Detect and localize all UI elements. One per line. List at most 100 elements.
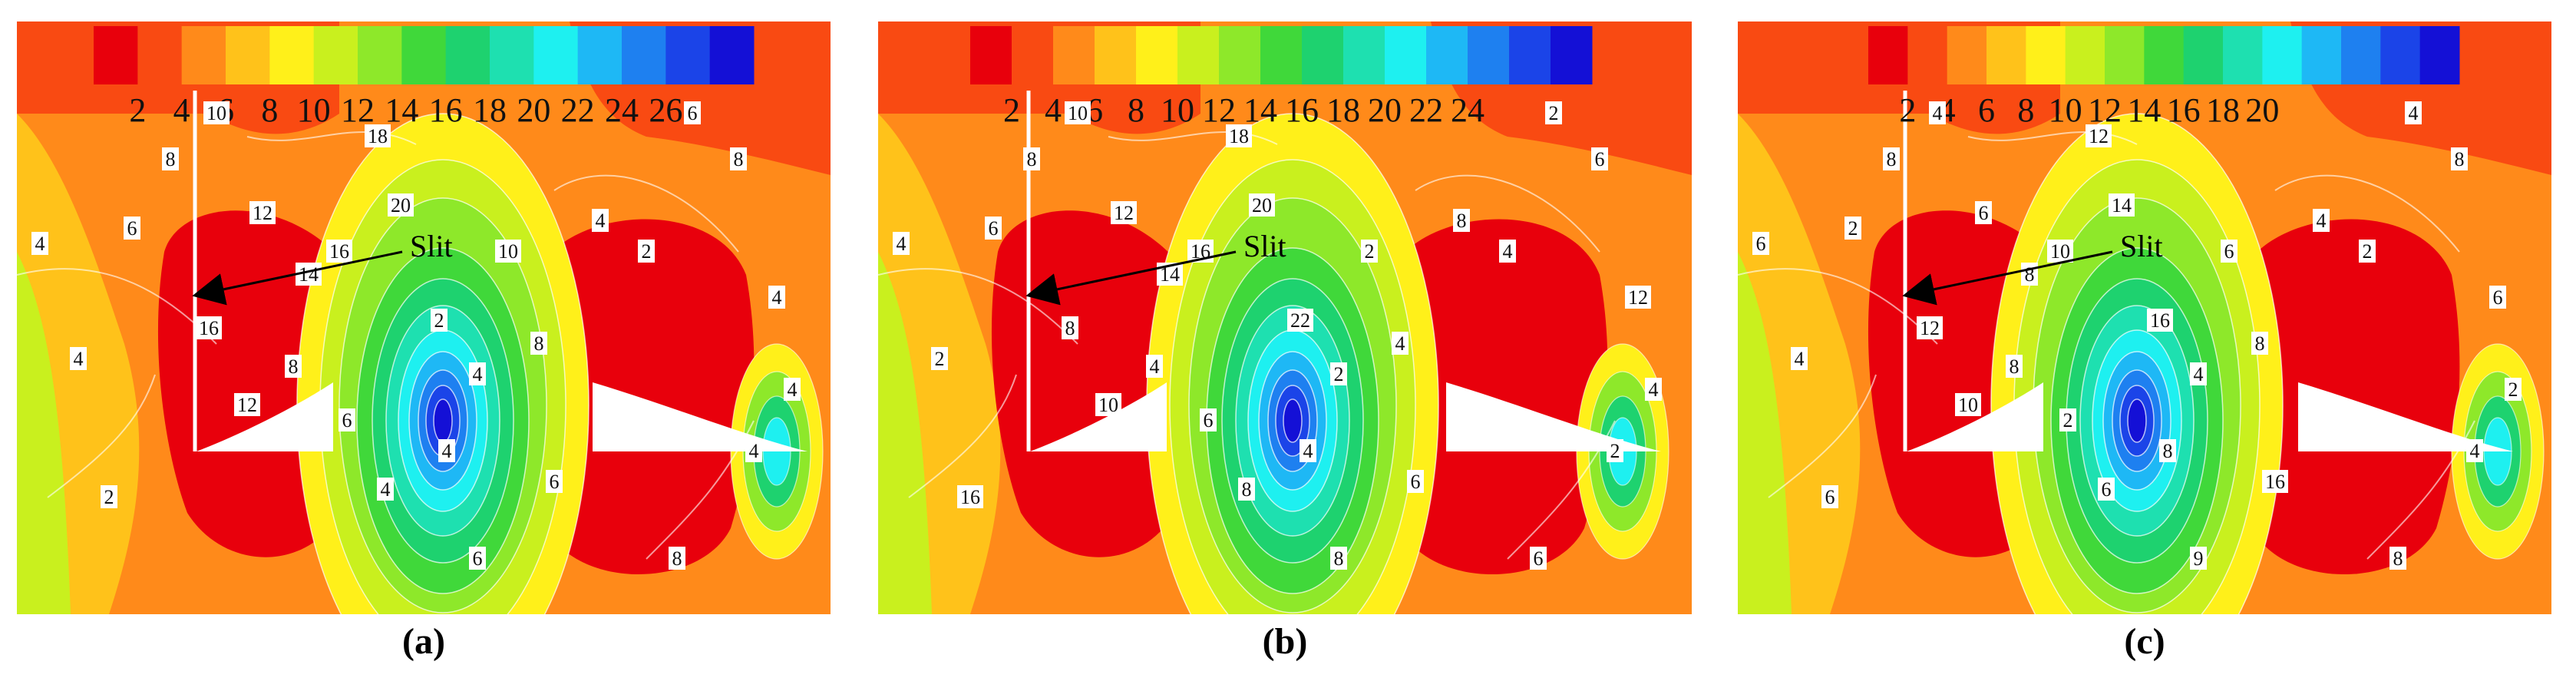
contour-label-text: 4 — [2317, 210, 2327, 232]
vortex-contour — [1283, 398, 1303, 443]
contour-label-box — [1545, 101, 1562, 124]
contour-label: 8 — [669, 547, 685, 570]
contour-label-box — [1607, 439, 1623, 462]
contour-label-box — [1200, 408, 1217, 431]
colorbar-tick-label: 2 — [1899, 91, 1916, 129]
contour-label-text: 4 — [788, 379, 798, 401]
colorbar-cell — [1095, 26, 1137, 84]
contour-label-text: 4 — [1503, 240, 1513, 263]
contour-label-text: 8 — [2455, 148, 2465, 170]
contour-label-text: 12 — [1628, 286, 1648, 309]
colorbar-tick-label: 12 — [2088, 91, 2122, 129]
contour-label: 9 — [2190, 547, 2207, 570]
contour-label-text: 4 — [596, 210, 606, 232]
slit-label: Slit — [2120, 229, 2163, 263]
colorbar-cell — [709, 26, 755, 84]
contour-label: 6 — [684, 101, 701, 124]
contour-label-box — [669, 547, 685, 570]
colorbar-cell — [1868, 26, 1908, 84]
contour-label: 12 — [2086, 124, 2112, 147]
isoline — [1967, 131, 2138, 145]
contour-label-box — [745, 439, 762, 462]
contour-label-text: 2 — [1334, 363, 1344, 385]
contour-label-box — [1062, 316, 1078, 339]
contour-label-text: 12 — [1114, 202, 1134, 224]
contour-label-box — [249, 201, 276, 224]
colorbar-tick-label: 24 — [605, 91, 639, 129]
contour-label-text: 16 — [199, 317, 219, 339]
contour-label-text: 4 — [381, 478, 391, 501]
contour-label: 10 — [1955, 393, 1981, 416]
colorbar-cell — [2380, 26, 2421, 84]
contour-label-box — [365, 124, 391, 147]
colorbar-tick-label: 12 — [1202, 91, 1236, 129]
contour-label-box — [2466, 439, 2483, 462]
contour-label: 4 — [2466, 439, 2483, 462]
contour-label: 4 — [784, 378, 801, 401]
contour-label-box — [1249, 193, 1275, 217]
contour-label: 4 — [1791, 347, 1808, 370]
contour-svg: 2468101214161820222426468101214161820244… — [17, 21, 831, 614]
contour-label-text: 2 — [2508, 379, 2518, 401]
contour-label: 8 — [2251, 332, 2268, 355]
contour-label-box — [31, 232, 48, 255]
contour-label: 8 — [530, 332, 547, 355]
contour-label: 6 — [1752, 232, 1769, 255]
contour-label-text: 6 — [1204, 409, 1214, 431]
contour-label-text: 8 — [2255, 332, 2265, 355]
colorbar-cell — [401, 26, 447, 84]
contour-label-box — [1330, 362, 1347, 385]
colorbar-cell — [2301, 26, 2342, 84]
airfoil-left-section — [1030, 382, 1167, 451]
caption-b: (b) — [1262, 621, 1308, 662]
colorbar-cell — [2419, 26, 2460, 84]
colorbar-tick-label: 8 — [261, 91, 278, 129]
colorbar-tick-label: 20 — [517, 91, 550, 129]
contour-label-text: 8 — [1334, 547, 1344, 570]
contour-label-box — [592, 209, 609, 232]
contour-label: 6 — [2098, 478, 2115, 501]
contour-label: 2 — [638, 240, 655, 263]
contour-label-text: 4 — [2409, 102, 2419, 124]
contour-label-box — [1300, 439, 1316, 462]
contour-label: 10 — [1095, 393, 1121, 416]
contour-label: 10 — [1065, 101, 1091, 124]
contour-label-box — [2047, 240, 2073, 263]
contour-label: 4 — [1645, 378, 1662, 401]
slit-label: Slit — [410, 229, 453, 263]
isoline — [553, 174, 739, 253]
contour-label: 10 — [495, 240, 521, 263]
contour-label: 12 — [1625, 286, 1651, 309]
contour-label-box — [2489, 286, 2506, 309]
contour-label-box — [684, 101, 701, 124]
colorbar-cell — [622, 26, 666, 84]
contour-label-text: 4 — [35, 233, 45, 255]
contour-plot-c: 2 4 6 8 10 12 14 16 18 20 6 2 8 4 6 8 10 12 14 16 4 8 6 2 8 10 12 6… — [1738, 21, 2551, 614]
contour-label: 6 — [1530, 547, 1547, 570]
contour-label-box — [730, 147, 747, 170]
contour-label-text: 12 — [253, 202, 272, 224]
contour-label-box — [1883, 147, 1900, 170]
colorbar-tick-label: 22 — [561, 91, 595, 129]
contour-label-text: 12 — [1920, 317, 1940, 339]
contour-label-box — [784, 378, 801, 401]
contour-label-text: 20 — [391, 194, 411, 217]
contour-label: 4 — [1392, 332, 1409, 355]
contour-label-text: 4 — [772, 286, 782, 309]
contour-label: 6 — [1821, 485, 1838, 508]
contour-label-text: 14 — [2112, 194, 2132, 217]
contour-label-box — [2098, 478, 2115, 501]
contour-label-box — [162, 147, 179, 170]
contour-label-box — [1955, 393, 1981, 416]
contour-label-box — [638, 240, 655, 263]
slit-arrow — [1025, 250, 1237, 306]
colorbar-cell — [1177, 26, 1220, 84]
contour-label-text: 6 — [2224, 240, 2234, 263]
colorbar-cell — [2341, 26, 2381, 84]
isoline — [47, 374, 156, 498]
contour-label-box — [388, 193, 414, 217]
contour-label: 8 — [2021, 263, 2038, 286]
left-edge-region — [878, 252, 932, 614]
contour-label-text: 4 — [1933, 102, 1943, 124]
colorbar-cell — [665, 26, 711, 84]
